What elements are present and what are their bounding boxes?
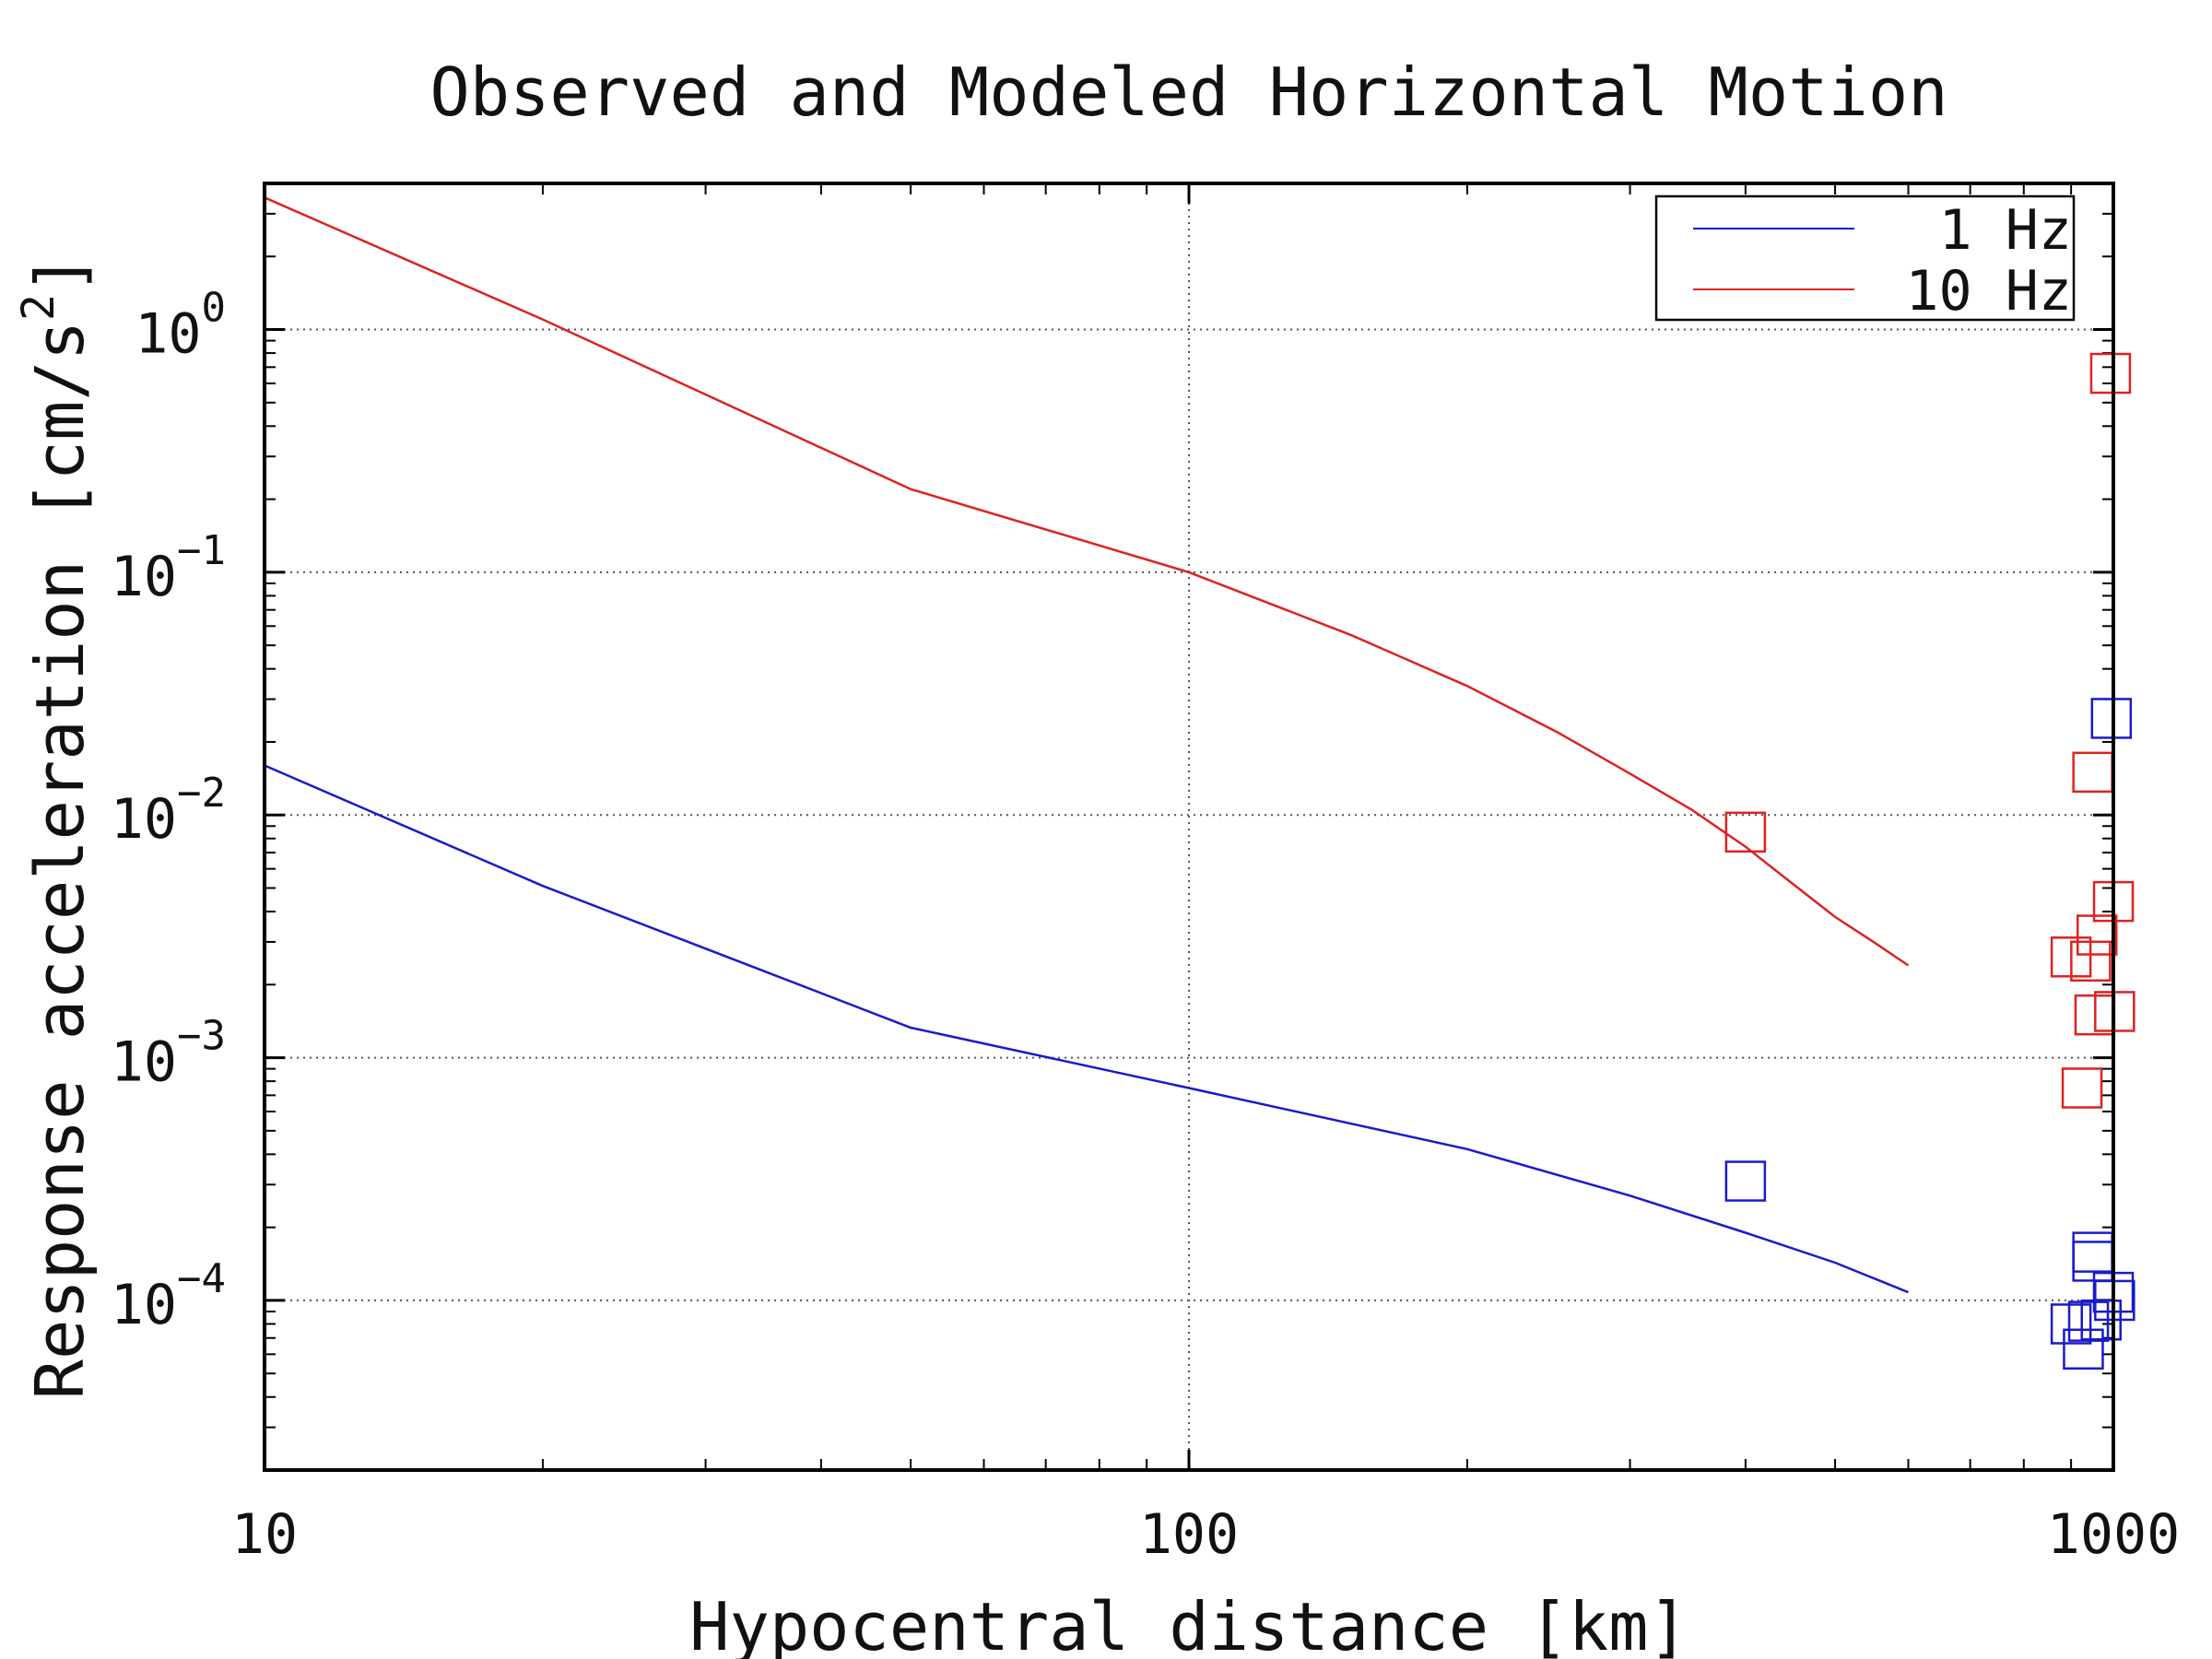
chart-title: Observed and Modeled Horizontal Motion (429, 53, 1947, 131)
observed-point-10hz (2089, 352, 2132, 394)
y-tick-label: 10−2 (111, 770, 226, 852)
x-tick-label: 10 (231, 1502, 298, 1567)
y-tick-label: 10−1 (111, 527, 226, 609)
legend-label-1hz: 1 Hz (1939, 198, 2073, 263)
observed-point-1hz (1724, 1160, 1767, 1202)
observed-point-1hz (2063, 1328, 2104, 1371)
y-tick-label: 10−4 (111, 1255, 226, 1337)
plot-frame (263, 182, 2115, 1472)
y-axis-label-close: ] (21, 254, 99, 294)
observed-point-10hz (2061, 1067, 2103, 1109)
observed-point-1hz (2080, 1299, 2122, 1341)
x-tick-label: 100 (1139, 1502, 1239, 1567)
x-tick-label: 1000 (2047, 1502, 2181, 1567)
x-axis-label: Hypocentral distance [km] (689, 1588, 1688, 1659)
series-lines (264, 196, 1910, 1294)
series-line-10hz (264, 196, 1910, 967)
observed-point-10hz (1724, 811, 1767, 853)
y-axis-label-superscript: 2 (13, 294, 65, 321)
observed-point-10hz (2076, 914, 2118, 956)
observed-point-10hz (2070, 940, 2112, 982)
legend-label-10hz: 10 Hz (1905, 259, 2072, 324)
y-tick-label: 100 (135, 285, 226, 367)
observed-point-1hz (2050, 1303, 2092, 1345)
x-tick-labels: 10 100 1000 (231, 1502, 2180, 1567)
observed-point-1hz (2067, 1300, 2110, 1342)
observed-points (1724, 352, 2136, 1371)
y-tick-labels: 100 10−1 10−2 10−3 10−4 (111, 285, 226, 1337)
observed-point-1hz (2090, 698, 2133, 739)
y-tick-label: 10−3 (111, 1013, 226, 1095)
y-axis-label: Response acceleration [cm/s2] (13, 254, 99, 1400)
series-line-1hz (264, 764, 1909, 1294)
legend-box (1654, 194, 2076, 322)
y-axis-label-main: Response acceleration [cm/s (21, 321, 99, 1399)
legend: 1 Hz 10 Hz (1654, 194, 2076, 324)
